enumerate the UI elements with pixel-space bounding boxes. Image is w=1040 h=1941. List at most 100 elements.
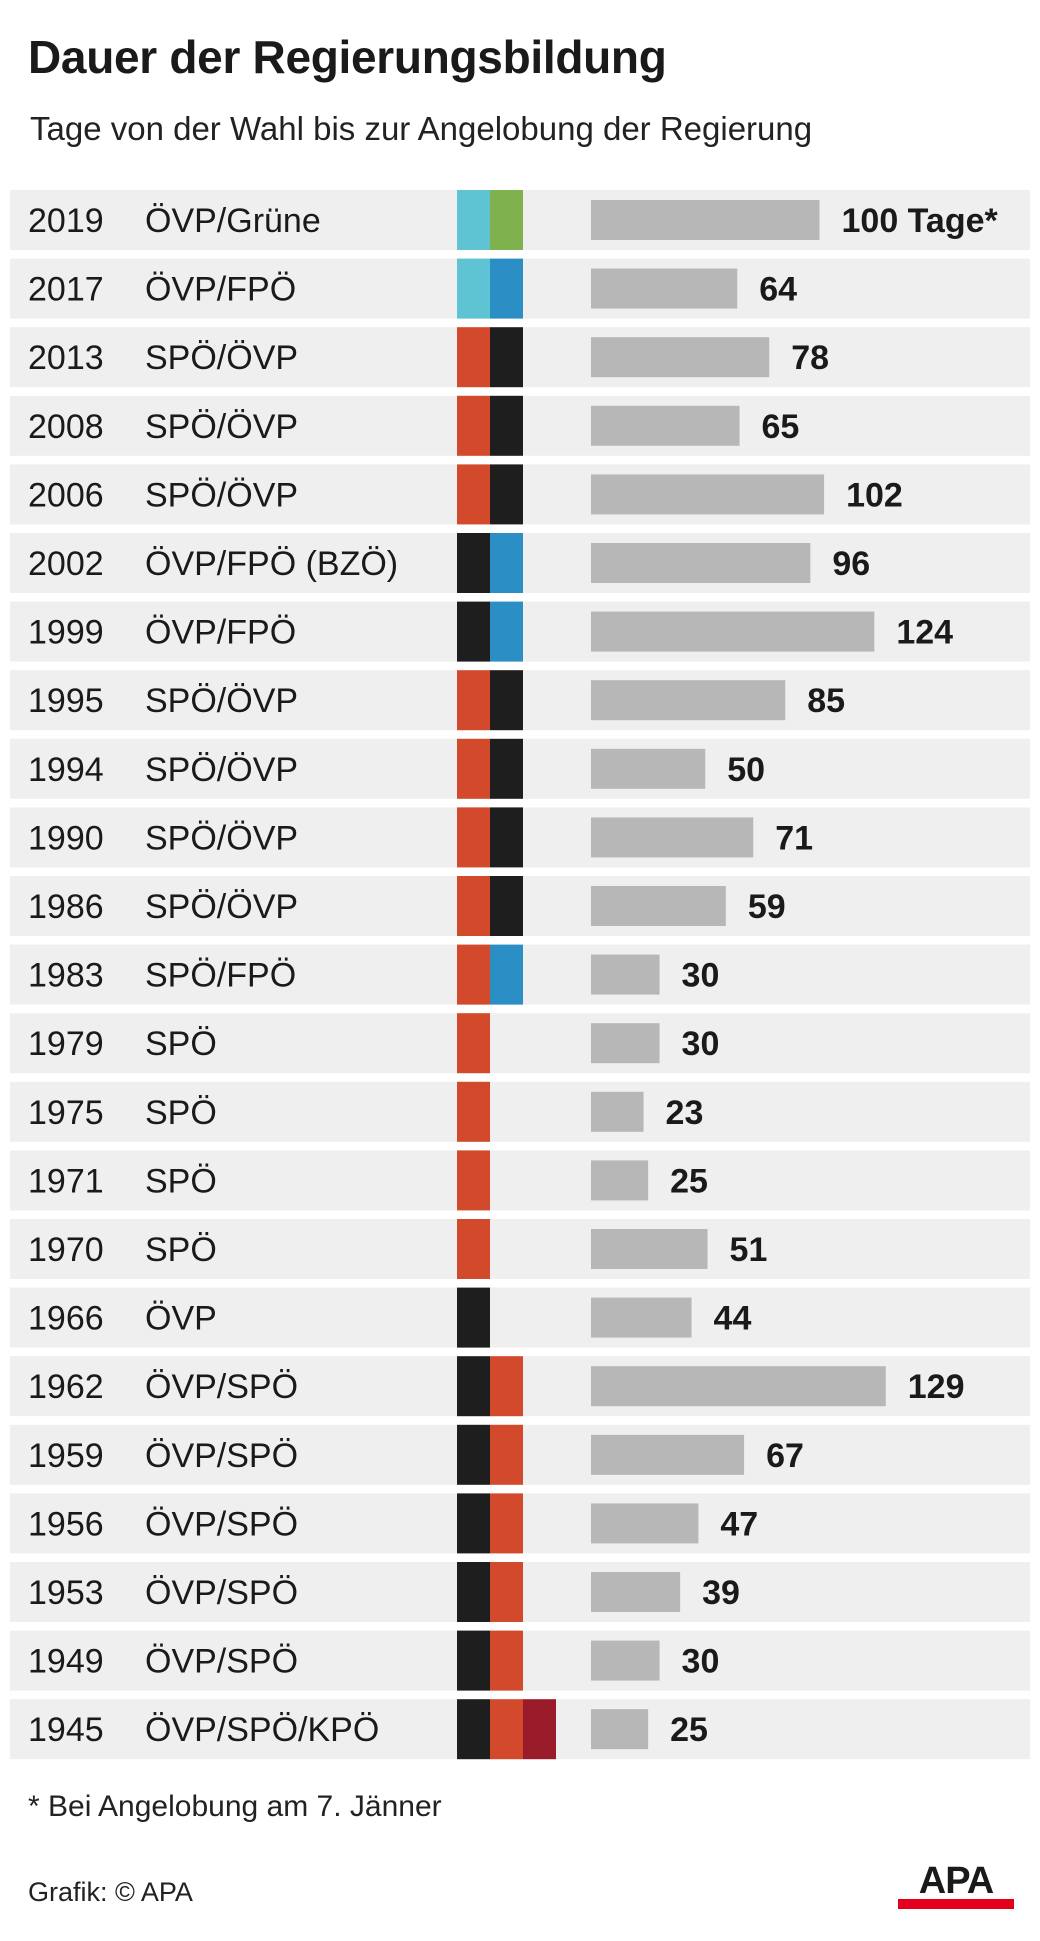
year-label: 2019 bbox=[28, 202, 104, 240]
bar bbox=[591, 611, 875, 652]
bar bbox=[591, 474, 825, 515]
data-label: 59 bbox=[748, 888, 786, 926]
chart-subtitle: Tage von der Wahl bis zur Angelobung der… bbox=[30, 110, 813, 147]
coalition-label: SPÖ/ÖVP bbox=[145, 339, 298, 377]
chart-title: Dauer der Regierungsbildung bbox=[28, 31, 667, 83]
party-swatch bbox=[490, 464, 523, 525]
data-label: 25 bbox=[670, 1711, 708, 1749]
coalition-label: ÖVP/SPÖ bbox=[145, 1574, 298, 1612]
bar bbox=[591, 817, 754, 858]
coalition-label: SPÖ/ÖVP bbox=[145, 751, 298, 789]
coalition-label: SPÖ/ÖVP bbox=[145, 819, 298, 857]
party-swatch bbox=[457, 876, 490, 936]
party-swatch bbox=[457, 1081, 490, 1142]
party-swatch bbox=[457, 1630, 490, 1691]
year-label: 1970 bbox=[28, 1231, 104, 1269]
party-swatch bbox=[490, 807, 523, 868]
coalition-label: SPÖ/ÖVP bbox=[145, 682, 298, 720]
bar bbox=[591, 1091, 644, 1132]
bar bbox=[591, 405, 740, 446]
coalition-label: ÖVP/FPÖ bbox=[145, 614, 296, 652]
bar bbox=[591, 268, 738, 309]
data-label: 96 bbox=[832, 545, 870, 583]
party-swatch bbox=[490, 395, 523, 456]
year-label: 1983 bbox=[28, 957, 104, 995]
data-label: 30 bbox=[682, 1025, 720, 1063]
bar bbox=[591, 680, 786, 721]
party-swatch bbox=[490, 1424, 523, 1485]
coalition-label: ÖVP/FPÖ bbox=[145, 271, 296, 309]
year-label: 1986 bbox=[28, 888, 104, 926]
party-swatch bbox=[490, 601, 523, 662]
bar bbox=[591, 1572, 681, 1612]
party-swatch bbox=[490, 258, 523, 319]
year-label: 1999 bbox=[28, 614, 104, 652]
party-swatch bbox=[457, 807, 490, 868]
year-label: 1945 bbox=[28, 1711, 104, 1749]
party-swatch bbox=[457, 670, 490, 731]
coalition-label: ÖVP bbox=[145, 1300, 217, 1338]
bar bbox=[591, 748, 706, 789]
party-swatch bbox=[457, 533, 490, 593]
year-label: 1979 bbox=[28, 1025, 104, 1063]
data-label: 67 bbox=[766, 1437, 804, 1475]
coalition-label: SPÖ/FPÖ bbox=[145, 957, 296, 995]
year-label: 2006 bbox=[28, 476, 104, 514]
year-label: 2013 bbox=[28, 339, 104, 377]
bar bbox=[591, 200, 820, 240]
bar bbox=[591, 1229, 708, 1269]
party-swatch bbox=[490, 670, 523, 731]
party-swatch bbox=[457, 944, 490, 1005]
coalition-label: SPÖ/ÖVP bbox=[145, 476, 298, 514]
party-swatch bbox=[457, 1424, 490, 1485]
bar bbox=[591, 886, 726, 926]
apa-logo: APA bbox=[898, 1860, 1014, 1909]
party-swatch bbox=[490, 1630, 523, 1691]
bar bbox=[591, 1366, 886, 1407]
coalition-label: ÖVP/SPÖ bbox=[145, 1437, 298, 1475]
year-label: 2002 bbox=[28, 545, 104, 583]
data-label: 30 bbox=[682, 1643, 720, 1681]
bar bbox=[591, 337, 770, 378]
data-label: 129 bbox=[908, 1368, 965, 1406]
coalition-label: ÖVP/SPÖ/KPÖ bbox=[145, 1711, 379, 1749]
bar bbox=[591, 1503, 699, 1544]
party-swatch bbox=[457, 395, 490, 456]
data-label: 64 bbox=[759, 271, 797, 309]
party-swatch bbox=[490, 876, 523, 936]
data-label: 100 Tage* bbox=[842, 202, 999, 240]
party-swatch bbox=[490, 1356, 523, 1417]
data-label: 51 bbox=[730, 1231, 768, 1269]
year-label: 1990 bbox=[28, 819, 104, 857]
data-label: 50 bbox=[727, 751, 765, 789]
year-label: 1962 bbox=[28, 1368, 104, 1406]
data-label: 124 bbox=[896, 614, 953, 652]
coalition-label: ÖVP/SPÖ bbox=[145, 1505, 298, 1543]
party-swatch bbox=[490, 738, 523, 799]
coalition-label: ÖVP/FPÖ (BZÖ) bbox=[145, 545, 398, 583]
year-label: 1949 bbox=[28, 1643, 104, 1681]
bar bbox=[591, 1160, 649, 1201]
bar bbox=[591, 1297, 692, 1338]
party-swatch bbox=[490, 190, 523, 250]
year-label: 2017 bbox=[28, 271, 104, 309]
data-label: 47 bbox=[720, 1505, 758, 1543]
year-label: 1956 bbox=[28, 1505, 104, 1543]
party-swatch bbox=[490, 1562, 523, 1622]
data-label: 102 bbox=[846, 476, 903, 514]
data-label: 23 bbox=[666, 1094, 704, 1132]
party-swatch bbox=[490, 944, 523, 1005]
table-row-bg bbox=[10, 1150, 1030, 1211]
data-label: 25 bbox=[670, 1162, 708, 1200]
year-label: 1995 bbox=[28, 682, 104, 720]
bar bbox=[591, 1709, 649, 1750]
data-label: 85 bbox=[807, 682, 845, 720]
footnote: * Bei Angelobung am 7. Jänner bbox=[28, 1790, 442, 1823]
party-swatch bbox=[490, 1699, 523, 1760]
party-swatch bbox=[490, 1493, 523, 1554]
party-swatch bbox=[490, 327, 523, 388]
bar bbox=[591, 543, 811, 583]
party-swatch bbox=[457, 327, 490, 388]
party-swatch bbox=[457, 1013, 490, 1074]
coalition-label: SPÖ bbox=[145, 1094, 217, 1132]
